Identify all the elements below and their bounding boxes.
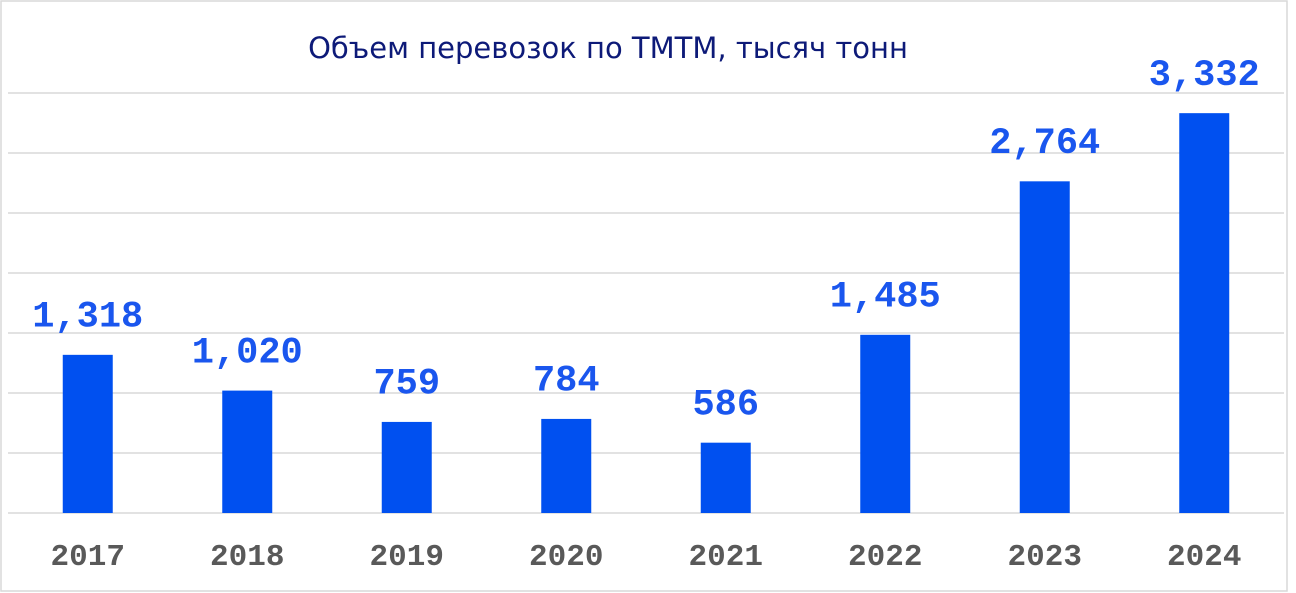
bar	[62, 354, 113, 513]
x-tick-label: 2019	[370, 540, 444, 575]
value-label: 1,318	[32, 297, 143, 339]
bar	[860, 334, 911, 513]
x-tick-label: 2017	[51, 540, 125, 575]
bar	[1019, 181, 1070, 513]
value-label: 3,332	[1149, 55, 1260, 97]
x-tick-label: 2024	[1167, 540, 1241, 575]
x-tick-label: 2018	[210, 540, 284, 575]
value-label: 759	[373, 364, 440, 406]
x-tick-label: 2023	[1008, 540, 1082, 575]
value-label: 784	[533, 361, 600, 403]
value-label: 1,485	[830, 277, 941, 319]
bar	[222, 390, 273, 513]
x-tick-label: 2021	[689, 540, 763, 575]
value-label: 1,020	[192, 332, 303, 374]
x-tick-label: 2022	[848, 540, 922, 575]
bar	[381, 421, 432, 513]
x-tick-label: 2020	[529, 540, 603, 575]
chart-title: Объем перевозок по ТМТМ, тысяч тонн	[308, 31, 908, 65]
bar	[1179, 113, 1230, 513]
value-label: 586	[692, 384, 759, 426]
bar	[700, 442, 751, 513]
value-label: 2,764	[989, 123, 1100, 165]
bar	[541, 418, 592, 513]
